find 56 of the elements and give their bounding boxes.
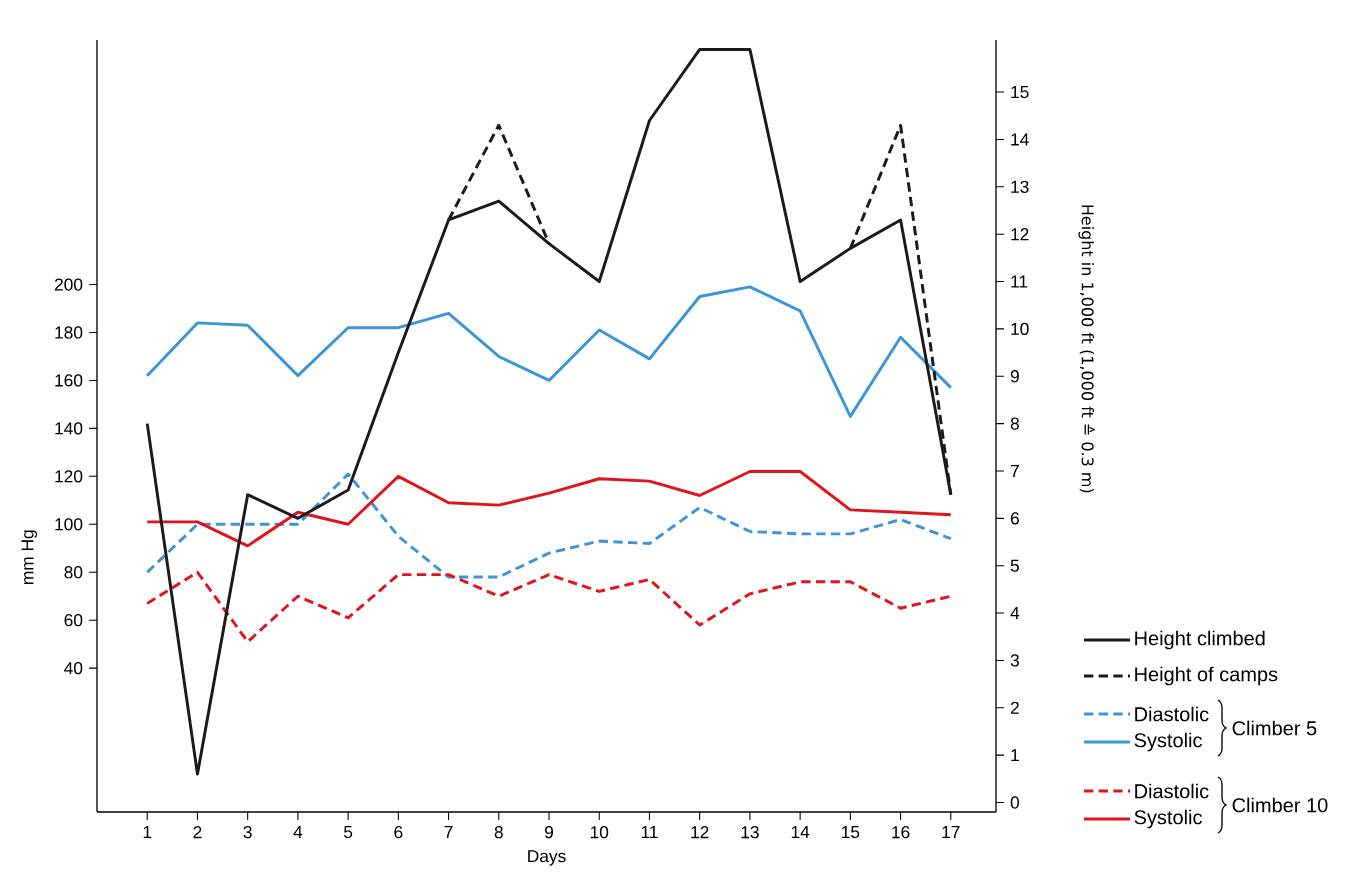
y2-tick-label: 4 <box>1010 607 1020 620</box>
x-tick-label: 7 <box>444 826 453 838</box>
y-tick-label: 100 <box>55 518 83 531</box>
x-tick-label: 13 <box>741 826 759 839</box>
y-tick-label: 180 <box>55 326 83 339</box>
y2-tick-label: 12 <box>1011 228 1029 241</box>
y2-tick-label: 15 <box>1011 86 1029 99</box>
y2-tick-label: 5 <box>1010 559 1019 572</box>
x-tick-label: 5 <box>344 826 353 839</box>
y-tick-label: 80 <box>64 566 83 579</box>
x-tick-label: 9 <box>545 826 554 839</box>
x-tick-label: 2 <box>193 826 202 839</box>
y-tick-label: 60 <box>64 614 83 627</box>
legend-label: Diastolic <box>1135 783 1209 799</box>
y2-tick-label: 10 <box>1011 322 1029 336</box>
y2-tick-label: 9 <box>1010 370 1019 383</box>
line-series <box>145 285 953 418</box>
y2-tick-label: 2 <box>1010 701 1019 714</box>
y2-tick-label: 8 <box>1010 417 1019 430</box>
y2-tick-label: 11 <box>1011 275 1028 288</box>
y2-tick-label: 13 <box>1011 180 1029 193</box>
legend-label: Systolic <box>1134 809 1202 829</box>
x-tick-label: 4 <box>293 826 303 838</box>
legend-label: Diastolic <box>1135 706 1209 722</box>
y2-tick-label: 7 <box>1010 465 1019 477</box>
y-tick-label: 160 <box>55 374 83 387</box>
y2-tick-label: 14 <box>1011 133 1029 146</box>
text: Climber 10 <box>1232 797 1328 813</box>
text: Climber 5 <box>1232 720 1317 736</box>
x-tick-label: 6 <box>394 826 403 839</box>
x-tick-label: 17 <box>942 826 960 838</box>
y2-tick-label: 3 <box>1010 654 1019 667</box>
y-axis-title: mm Hg <box>21 530 38 584</box>
x-tick-label: 11 <box>641 826 658 838</box>
x-axis-title: Days <box>528 850 566 866</box>
y2-tick-label: 0 <box>1010 796 1020 809</box>
y-tick-label: 140 <box>55 422 83 435</box>
x-tick-label: 10 <box>590 826 609 839</box>
x-tick-label: 8 <box>494 826 503 839</box>
y-tick-label: 40 <box>64 662 83 675</box>
x-tick-label: 16 <box>892 826 910 839</box>
y-tick-label: 120 <box>55 470 83 483</box>
line-series <box>145 470 953 548</box>
x-tick-label: 12 <box>691 826 709 839</box>
y2-tick-label: 1 <box>1011 749 1019 762</box>
x-tick-label: 14 <box>791 826 810 838</box>
x-tick-label: 3 <box>243 826 252 839</box>
y2-tick-label: 6 <box>1010 512 1019 525</box>
x-tick-label: 15 <box>842 826 860 839</box>
legend-label: Height climbed <box>1135 630 1265 650</box>
y-tick-label: 200 <box>54 278 83 291</box>
y2-axis-title: Height in 1,000 ft (1,000 ft ≙ 0.3 m) <box>1078 205 1095 493</box>
x-tick-label: 1 <box>143 826 152 838</box>
legend-label: Systolic <box>1134 732 1202 752</box>
line-series <box>145 570 953 644</box>
legend-label: Height of camps <box>1135 666 1278 686</box>
